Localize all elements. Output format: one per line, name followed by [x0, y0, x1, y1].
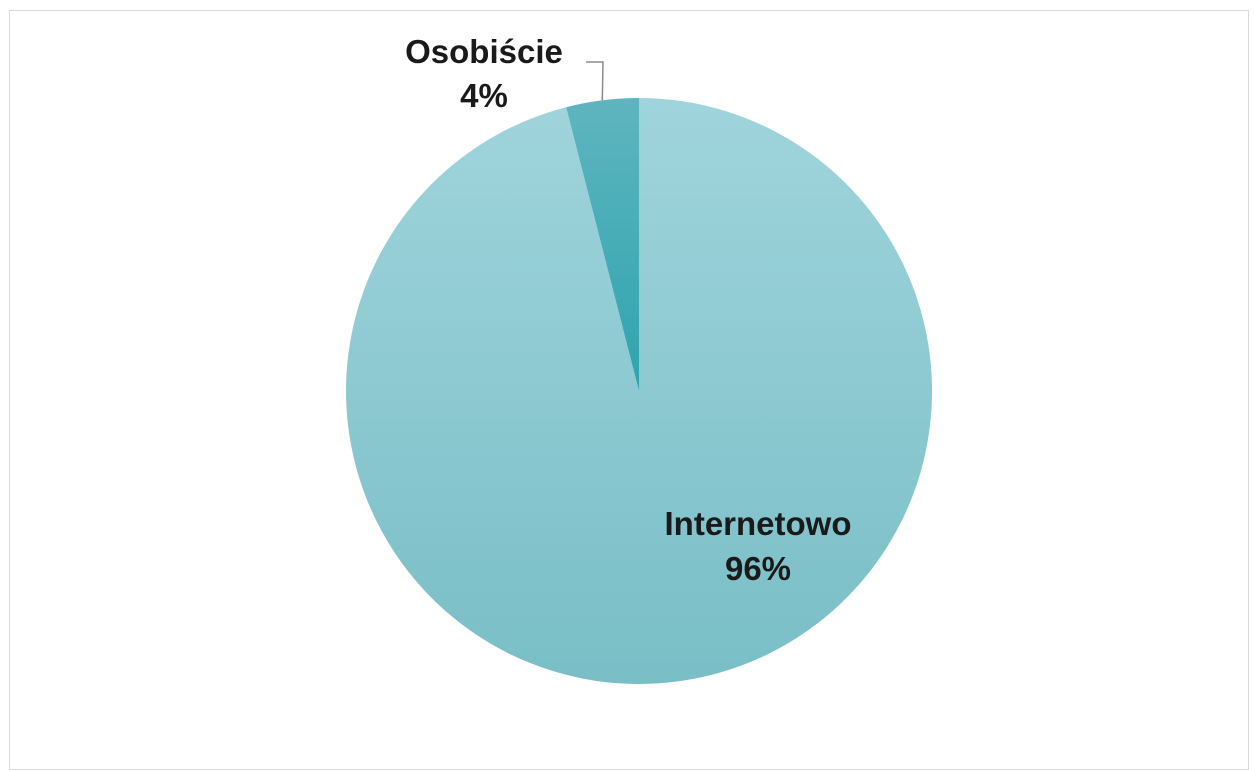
- pie-slice-internetowo: [346, 98, 933, 684]
- leader-line-osobiscie: [586, 61, 604, 101]
- pie-slice-osobiscie: [566, 98, 639, 391]
- slice-value-internetowo: 96%: [725, 550, 791, 587]
- slice-value-osobiscie: 4%: [460, 77, 508, 114]
- slice-label-internetowo: Internetowo: [665, 505, 852, 542]
- slice-label-osobiscie: Osobiście: [405, 33, 563, 70]
